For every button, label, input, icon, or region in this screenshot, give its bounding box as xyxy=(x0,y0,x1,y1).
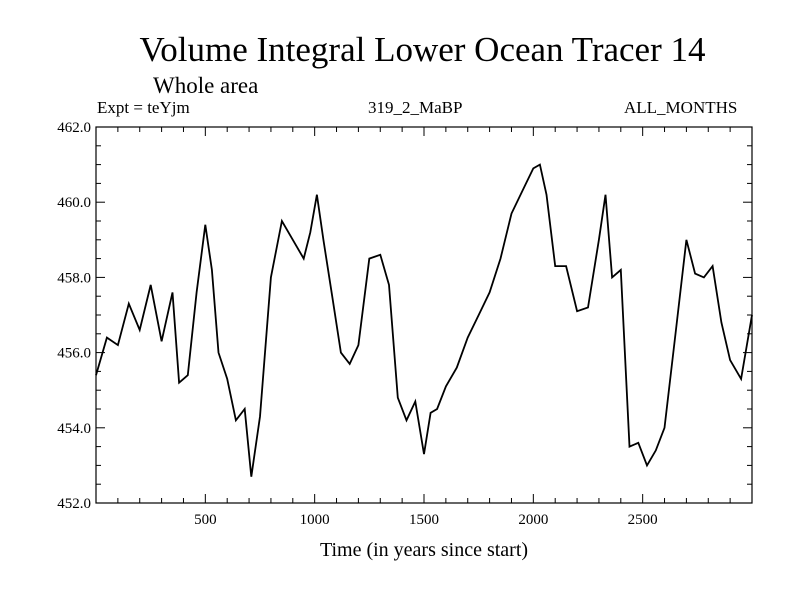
x-tick-label: 1000 xyxy=(300,512,330,528)
x-tick-label: 1500 xyxy=(409,512,439,528)
x-tick-label: 500 xyxy=(194,512,217,528)
y-tick-label: 460.0 xyxy=(57,195,91,211)
x-tick-label: 2500 xyxy=(628,512,658,528)
y-tick-label: 454.0 xyxy=(57,421,91,437)
months-label: ALL_MONTHS xyxy=(624,98,738,117)
chart-title: Volume Integral Lower Ocean Tracer 14 xyxy=(139,30,706,69)
y-tick-label: 462.0 xyxy=(57,120,91,136)
experiment-label: Expt = teYjm xyxy=(97,98,190,117)
y-tick-label: 458.0 xyxy=(57,270,91,286)
x-tick-label: 2000 xyxy=(518,512,548,528)
y-tick-label: 452.0 xyxy=(57,496,91,512)
chart-subtitle: Whole area xyxy=(153,73,259,98)
period-label: 319_2_MaBP xyxy=(368,98,463,117)
y-tick-label: 456.0 xyxy=(57,346,91,362)
x-axis-label: Time (in years since start) xyxy=(320,539,528,561)
series-line xyxy=(95,163,753,477)
